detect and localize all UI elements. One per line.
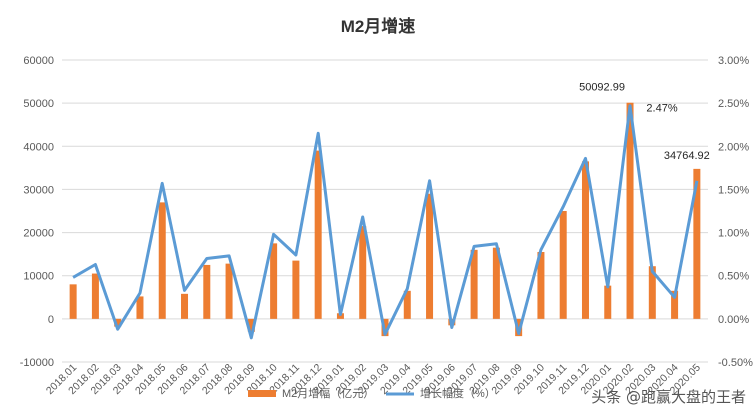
bar	[470, 249, 478, 319]
data-label: 34764.92	[664, 150, 710, 162]
bar	[292, 260, 300, 319]
left-tick-label: 10000	[23, 271, 54, 283]
right-tick-label: 2.50%	[718, 98, 749, 110]
watermark: 头条 @跑赢大盘的王者	[591, 388, 746, 406]
left-tick-label: 20000	[23, 228, 54, 240]
legend-label: M2月增幅（亿元）	[282, 386, 374, 400]
right-tick-label: 1.50%	[718, 184, 749, 196]
bar	[158, 202, 166, 319]
left-tick-label: 30000	[23, 184, 54, 196]
page-title: M2月增速	[340, 17, 416, 36]
bar	[91, 273, 99, 319]
bar	[426, 193, 434, 319]
bar	[581, 161, 589, 319]
right-tick-label: 2.00%	[718, 141, 749, 153]
bar	[359, 226, 367, 319]
right-tick-label: 1.00%	[718, 228, 749, 240]
right-tick-label: 3.00%	[718, 55, 749, 67]
bar	[492, 247, 500, 319]
bar	[648, 266, 656, 319]
right-tick-label: -0.50%	[718, 357, 753, 369]
bar	[336, 313, 344, 319]
bar	[69, 284, 77, 319]
left-tick-label: -10000	[20, 357, 54, 369]
bar	[314, 150, 322, 319]
bar	[247, 318, 255, 332]
bar	[270, 243, 278, 319]
data-label: 2.47%	[646, 103, 677, 115]
legend-swatch-bar	[248, 390, 276, 397]
bar	[537, 251, 545, 319]
bar	[403, 290, 411, 319]
left-tick-label: 60000	[23, 55, 54, 67]
bar	[114, 318, 122, 327]
data-label: 50092.99	[579, 82, 625, 94]
left-tick-label: 50000	[23, 98, 54, 110]
bar	[181, 293, 189, 319]
bar	[559, 211, 567, 319]
right-tick-label: 0.50%	[718, 271, 749, 283]
bar	[225, 263, 233, 319]
left-tick-label: 0	[48, 314, 54, 326]
bar	[671, 290, 679, 319]
left-tick-label: 40000	[23, 141, 54, 153]
right-tick-label: 0.00%	[718, 314, 749, 326]
bar	[604, 285, 612, 319]
bar	[693, 168, 701, 319]
series-line	[72, 104, 699, 340]
legend-label: 增长幅度（%）	[420, 386, 496, 400]
bar	[626, 102, 634, 319]
bar	[136, 296, 144, 319]
bar	[203, 264, 211, 319]
